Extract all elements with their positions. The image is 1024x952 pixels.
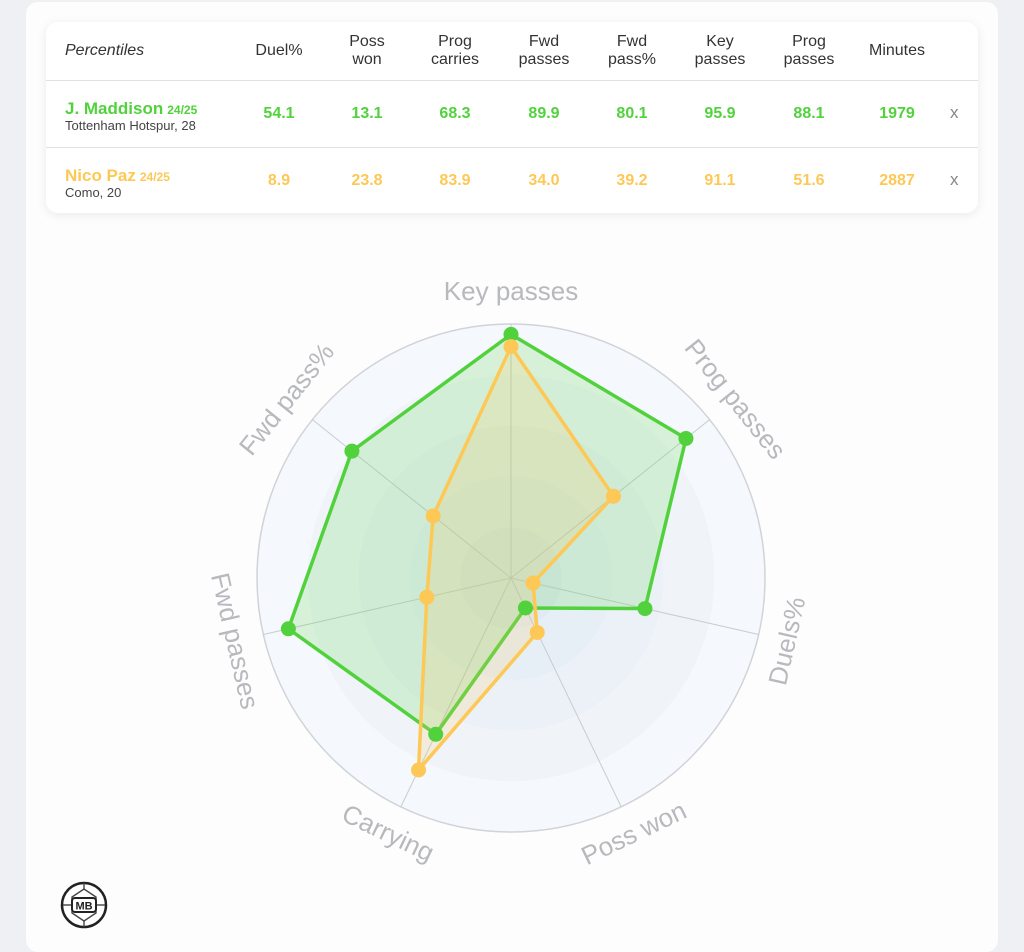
radar-point-series-1	[280, 621, 296, 637]
cell-prog-passes: 51.6	[793, 172, 825, 189]
radar-point-series-2	[503, 339, 519, 355]
cell-minutes: 1979	[879, 105, 915, 122]
radar-spoke	[510, 577, 759, 636]
radar-point-series-1	[678, 430, 694, 446]
cell-fwd-passes: 89.9	[528, 105, 560, 122]
radar-point-series-2	[419, 589, 435, 605]
radar-series-1	[286, 332, 688, 737]
cell-prog-passes: 88.1	[793, 105, 825, 122]
radar-point-series-1	[503, 326, 519, 342]
cell-fwd-pass-pct: 80.1	[616, 105, 648, 122]
player-row-nico-paz: Nico Paz 24/25 Como, 20 8.9 23.8 83.9 34.…	[46, 148, 978, 214]
radar-series-2	[416, 344, 616, 772]
cell-prog-carries: 83.9	[439, 172, 471, 189]
header-poss-won[interactable]: Poss won	[349, 33, 385, 68]
axis-label: Fwd passes	[205, 570, 265, 712]
cell-poss-won: 13.1	[351, 105, 383, 122]
cell-minutes: 2887	[879, 172, 915, 189]
player-row-maddison: J. Maddison 24/25 Tottenham Hotspur, 28 5…	[46, 81, 978, 148]
header-minutes[interactable]: Minutes	[868, 42, 926, 59]
player-season: 24/25	[139, 170, 170, 184]
player-club: Como, 20	[65, 185, 122, 200]
radar-point-series-1	[428, 726, 444, 742]
radar-point-series-2	[425, 508, 441, 524]
radar-point-series-2	[525, 575, 541, 591]
axis-label: Key passes	[444, 276, 578, 306]
cell-key-passes: 95.9	[704, 105, 736, 122]
radar-spoke	[510, 577, 622, 808]
svg-text:MB: MB	[75, 901, 92, 913]
radar-point-series-1	[517, 600, 533, 616]
player-club: Tottenham Hotspur, 28	[65, 118, 196, 133]
cell-duel-pct: 54.1	[263, 105, 295, 122]
cell-duel-pct: 8.9	[267, 172, 291, 189]
player-name[interactable]: Nico Paz 24/25	[65, 166, 170, 185]
table-header: Percentiles Duel% Poss won Prog carries …	[46, 22, 978, 81]
mb-logo: MB	[60, 881, 108, 929]
header-percentiles: Percentiles	[65, 42, 145, 59]
remove-player-button[interactable]: x	[950, 103, 959, 122]
header-prog-carries[interactable]: Prog carries	[430, 33, 479, 68]
header-fwd-pass-pct[interactable]: Fwd pass%	[607, 33, 657, 68]
remove-player-button[interactable]: x	[950, 170, 959, 189]
player-season: 24/25	[167, 103, 198, 117]
radar-point-series-1	[344, 443, 360, 459]
header-prog-passes[interactable]: Prog passes	[783, 33, 835, 68]
radar-spoke	[263, 577, 512, 636]
cell-prog-carries: 68.3	[439, 105, 471, 122]
cell-key-passes: 91.1	[704, 172, 736, 189]
radar-point-series-2	[411, 762, 427, 778]
cell-poss-won: 23.8	[351, 172, 383, 189]
radar-point-series-2	[605, 488, 621, 504]
radar-spoke	[312, 419, 512, 579]
cell-fwd-pass-pct: 39.2	[616, 172, 648, 189]
cell-fwd-passes: 34.0	[528, 172, 560, 189]
header-duel-pct[interactable]: Duel%	[255, 42, 303, 59]
radar-point-series-2	[529, 624, 545, 640]
comparison-table: Percentiles Duel% Poss won Prog carries …	[46, 22, 978, 213]
axis-label: Duels%	[762, 594, 811, 688]
player-name[interactable]: J. Maddison 24/25	[65, 99, 198, 118]
radar-point-series-1	[637, 601, 653, 617]
header-key-passes[interactable]: Key passes	[694, 33, 746, 68]
header-fwd-passes[interactable]: Fwd passes	[518, 33, 570, 68]
